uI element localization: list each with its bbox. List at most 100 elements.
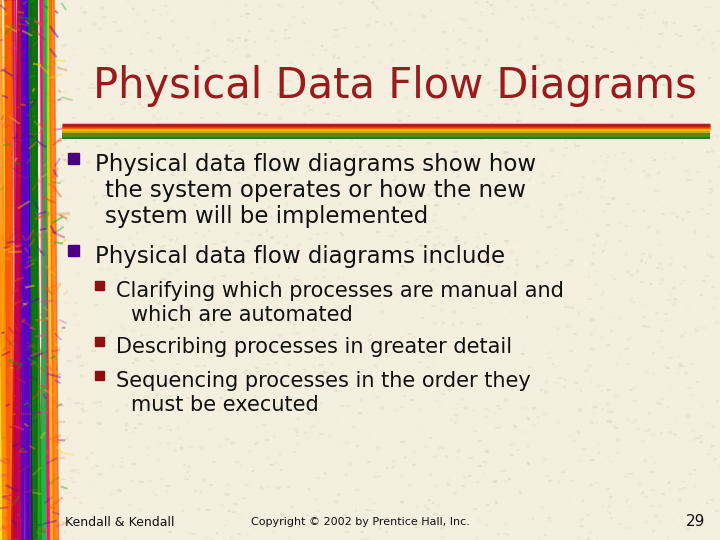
Bar: [180, 380, 181, 381]
Bar: [665, 319, 667, 320]
Bar: [194, 490, 197, 491]
Bar: [179, 304, 182, 305]
Bar: [414, 239, 418, 240]
Bar: [572, 440, 575, 441]
Bar: [305, 344, 308, 345]
Bar: [404, 456, 406, 458]
Bar: [75, 141, 76, 142]
Bar: [75, 302, 77, 303]
Polygon shape: [13, 0, 20, 540]
Bar: [652, 530, 654, 531]
Bar: [664, 152, 666, 153]
Bar: [507, 346, 508, 348]
Bar: [583, 402, 585, 403]
Text: Physical data flow diagrams show how: Physical data flow diagrams show how: [95, 153, 536, 176]
Bar: [380, 311, 383, 313]
Bar: [601, 132, 604, 133]
Bar: [488, 104, 492, 105]
Bar: [630, 298, 631, 299]
Bar: [95, 371, 104, 380]
Bar: [392, 466, 393, 467]
Bar: [475, 537, 478, 538]
Bar: [696, 171, 700, 172]
Bar: [667, 299, 670, 300]
Polygon shape: [40, 0, 53, 540]
Bar: [422, 48, 425, 49]
Bar: [418, 128, 420, 129]
Bar: [245, 40, 246, 41]
Polygon shape: [19, 0, 27, 540]
Bar: [562, 4, 566, 5]
Bar: [341, 383, 342, 384]
Bar: [591, 263, 593, 264]
Bar: [433, 205, 436, 206]
Text: must be executed: must be executed: [131, 395, 319, 415]
Bar: [624, 476, 627, 477]
Bar: [110, 494, 114, 495]
Bar: [383, 24, 384, 25]
Bar: [380, 387, 382, 388]
Bar: [355, 46, 359, 47]
Bar: [427, 194, 428, 195]
Bar: [502, 532, 503, 533]
Bar: [474, 2, 478, 3]
Bar: [244, 39, 248, 40]
Bar: [168, 429, 171, 430]
Bar: [366, 509, 369, 510]
Bar: [432, 502, 433, 503]
Bar: [588, 298, 591, 299]
Bar: [450, 255, 452, 257]
Bar: [472, 88, 473, 89]
Bar: [227, 484, 230, 485]
Bar: [427, 141, 431, 143]
Bar: [165, 5, 166, 6]
Bar: [266, 199, 270, 200]
Bar: [135, 427, 137, 428]
Bar: [456, 237, 457, 238]
Bar: [372, 502, 375, 503]
Bar: [485, 524, 487, 525]
Bar: [462, 260, 464, 261]
Bar: [119, 206, 122, 207]
Bar: [149, 360, 152, 361]
Bar: [72, 526, 73, 527]
Bar: [636, 428, 639, 429]
Bar: [486, 1, 488, 2]
Bar: [345, 442, 348, 443]
Polygon shape: [14, 0, 24, 540]
Bar: [629, 389, 631, 390]
Bar: [518, 449, 519, 450]
Bar: [68, 539, 73, 540]
Bar: [661, 268, 662, 269]
Bar: [125, 267, 129, 268]
Bar: [477, 440, 481, 441]
Bar: [246, 55, 251, 56]
Bar: [621, 152, 624, 153]
Bar: [603, 153, 606, 154]
Bar: [397, 145, 401, 146]
Bar: [694, 485, 696, 486]
Bar: [654, 312, 658, 313]
Bar: [351, 503, 352, 505]
Bar: [708, 77, 710, 78]
Bar: [651, 434, 654, 435]
Bar: [582, 176, 585, 177]
Bar: [148, 223, 151, 224]
Bar: [444, 229, 447, 231]
Bar: [96, 145, 100, 146]
Bar: [232, 511, 235, 512]
Bar: [301, 6, 303, 8]
Bar: [604, 244, 606, 245]
Bar: [374, 364, 376, 366]
Bar: [90, 467, 94, 468]
Bar: [443, 31, 445, 32]
Bar: [144, 349, 148, 350]
Bar: [657, 96, 660, 97]
Bar: [663, 22, 667, 23]
Bar: [719, 102, 720, 103]
Bar: [640, 260, 642, 261]
Bar: [227, 377, 230, 378]
Bar: [544, 8, 546, 9]
Bar: [515, 59, 518, 60]
Bar: [127, 93, 131, 94]
